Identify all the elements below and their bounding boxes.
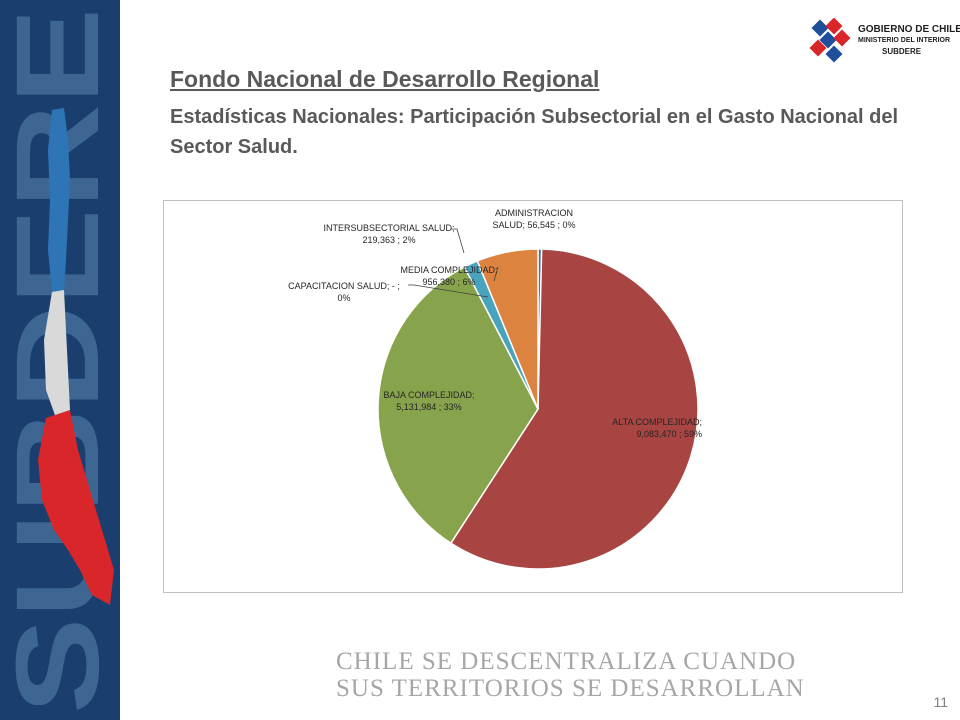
map-north-blue xyxy=(48,108,70,292)
map-south-red xyxy=(38,410,114,605)
slogan-line-1: CHILE SE DESCENTRALIZA CUANDO xyxy=(336,648,797,675)
pie-slices xyxy=(377,248,699,570)
data-label-baja-complejidad: BAJA COMPLEJIDAD; 5,131,984 ; 33% xyxy=(383,390,474,412)
gobierno-de-chile-logo: GOBIERNO DE CHILE MINISTERIO DEL INTERIO… xyxy=(808,18,960,66)
leader-line-media-complejidad xyxy=(493,266,499,282)
logo-line-gobierno: GOBIERNO DE CHILE xyxy=(858,24,960,35)
leader-line-intersubsectorial-salud xyxy=(451,228,465,254)
chile-map-graphic xyxy=(38,108,114,605)
slogan-line-2: SUS TERRITORIOS SE DESARROLLAN xyxy=(336,675,805,702)
sidebar-panel: SUBDERE xyxy=(0,0,120,720)
data-label-media-complejidad: MEDIA COMPLEJIDAD; 956,380 ; 6% xyxy=(400,265,497,287)
logo-line-ministerio: MINISTERIO DEL INTERIOR xyxy=(858,37,951,44)
pie-chart: ADMINISTRACION SALUD; 56,545 ; 0% ALTA COM… xyxy=(288,208,702,570)
data-label-capacitacion-salud: CAPACITACION SALUD; - ; 0% xyxy=(288,281,400,303)
page-subtitle: Estadísticas Nacionales: Participación S… xyxy=(170,106,899,158)
page-title: Fondo Nacional de Desarrollo Regional xyxy=(170,66,600,92)
pie-slice-media-complejidad xyxy=(476,248,539,410)
logo-line-subdere: SUBDERE xyxy=(882,47,922,56)
pie-slice-alta-complejidad xyxy=(449,248,699,570)
data-label-alta-complejidad: ALTA COMPLEJIDAD; 9,083,470 ; 59% xyxy=(612,417,702,439)
pie-slice-baja-complejidad xyxy=(377,265,539,545)
chart-frame: ADMINISTRACION SALUD; 56,545 ; 0% ALTA COM… xyxy=(163,200,903,593)
map-center-white xyxy=(44,290,70,418)
data-label-intersubsectorial-salud: INTERSUBSECTORIAL SALUD; 219,363 ; 2% xyxy=(323,223,454,245)
page-number: 11 xyxy=(933,694,948,710)
data-label-administracion-salud: ADMINISTRACION SALUD; 56,545 ; 0% xyxy=(492,208,575,230)
leader-line-capacitacion-salud xyxy=(408,284,489,298)
logo-emblem-icon xyxy=(809,18,851,63)
